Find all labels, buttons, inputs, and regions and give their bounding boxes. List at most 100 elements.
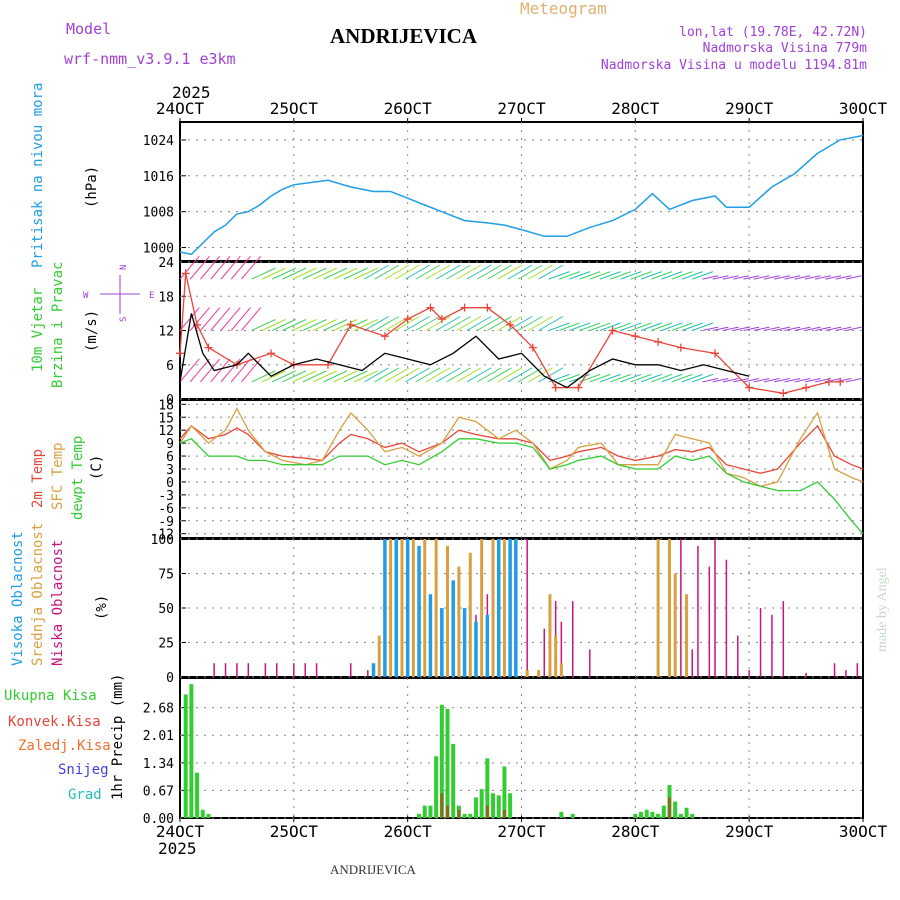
wind-arrow <box>405 316 430 331</box>
panel-frame <box>179 399 864 539</box>
wind-arrow <box>722 326 739 331</box>
wind-arrow <box>507 316 533 331</box>
wind-arrow <box>507 367 533 383</box>
wind-arrow <box>753 275 770 280</box>
wind-gust-line <box>179 273 841 394</box>
bottom-date-label: 25OCT <box>270 822 319 841</box>
compass-west: W <box>83 291 89 301</box>
wind-arrow <box>415 264 441 280</box>
bottom-date-label: 30OCT <box>839 822 888 841</box>
cloud-low-bar <box>264 663 267 677</box>
cloud-low-bar <box>315 663 318 677</box>
y-tick-label: 0 <box>166 671 174 686</box>
pressure-unit: (hPa) <box>84 166 100 208</box>
wind-arrow <box>517 316 543 331</box>
precip-total-bar <box>633 813 638 818</box>
y-tick-label: 18 <box>158 398 174 413</box>
wind-arrow <box>374 264 400 280</box>
wind-arrow <box>415 316 441 331</box>
wind-arrow <box>312 319 337 331</box>
meteogram-label: Meteogram <box>520 0 607 18</box>
precip-convective-bar <box>502 809 506 818</box>
cloud-low-bar <box>236 663 238 677</box>
wind-arrow <box>353 267 378 280</box>
wind-arrow <box>743 378 760 383</box>
wind-arrow <box>435 316 461 331</box>
wind-arrow <box>241 255 262 280</box>
wind-arrow <box>538 264 564 280</box>
precip-total-bar <box>684 807 689 818</box>
wind-arrow <box>538 316 564 331</box>
precip-total-bar <box>462 813 467 818</box>
cloud-low-bar <box>714 539 716 677</box>
y-tick-label: 0 <box>166 476 174 491</box>
panel-frame <box>179 677 864 819</box>
cloud-low-bar <box>276 663 278 677</box>
wind-arrow <box>692 271 714 280</box>
cloud-mid-bar <box>491 539 495 677</box>
cloud-low-bar <box>833 663 836 677</box>
wind-arrow <box>784 275 801 280</box>
y-tick-label: -9 <box>158 515 174 530</box>
precip-total-bar <box>508 793 513 818</box>
cloud-low-bar <box>350 663 352 677</box>
wind-arrow <box>353 319 378 331</box>
wind-arrow <box>251 319 276 331</box>
temp-dewpt-label: dewpt Temp <box>70 436 86 520</box>
precip-total-bar <box>491 793 496 818</box>
wind-arrow <box>343 267 368 280</box>
wind-arrow <box>251 370 276 383</box>
precip-frz-label: Zaledj.Kisa <box>18 738 111 754</box>
wind-title-bottom: Brzina i Pravac <box>50 262 66 388</box>
cloud-mid-bar <box>434 539 438 677</box>
y-tick-label: 50 <box>158 602 174 617</box>
wind-arrow <box>528 264 553 280</box>
cloud-high-bar <box>394 539 399 677</box>
wind-arrow <box>446 264 471 280</box>
wind-gust-marker <box>176 349 184 358</box>
wind-compass: W E N S <box>83 265 154 322</box>
precip-total-bar <box>183 694 188 818</box>
precip-total-bar <box>434 756 439 818</box>
wind-arrow <box>292 267 317 280</box>
precip-convective-bar <box>457 809 461 818</box>
wind-arrow <box>733 326 749 331</box>
wind-arrow <box>681 271 703 280</box>
cloud-high-bar <box>474 621 478 677</box>
wind-arrow <box>323 319 348 331</box>
precip-total-bar <box>445 708 450 818</box>
wind-arrow <box>200 307 221 331</box>
wind-arrow <box>743 275 760 280</box>
wind-arrow <box>661 373 683 383</box>
cloud-low-bar <box>589 649 591 677</box>
cloud-low-bar <box>691 649 693 677</box>
cloud-mid-bar <box>656 539 660 677</box>
cloud-mid-bar <box>502 539 506 677</box>
wind-arrow <box>200 358 221 383</box>
model-label: Model <box>66 20 111 38</box>
wind-arrow <box>333 267 358 280</box>
panel-3 <box>179 399 864 539</box>
wind-arrow <box>435 264 461 280</box>
wind-gust-marker <box>403 315 412 324</box>
cloud-low-bar <box>771 614 773 677</box>
precip-convective-bar <box>446 805 450 818</box>
top-date-label: 25OCT <box>270 99 319 118</box>
y-tick-label: 0 <box>166 393 174 408</box>
wind-arrow <box>343 370 368 383</box>
wind-arrow <box>845 326 862 331</box>
wind-gust-marker <box>528 343 537 352</box>
wind-arrow <box>487 367 512 383</box>
cloud-low-bar <box>782 601 785 677</box>
wind-arrow <box>763 378 780 383</box>
cloud-mid-bar <box>673 573 677 677</box>
wind-arrow <box>364 367 389 383</box>
wind-arrow <box>558 271 580 280</box>
cloud-low-bar <box>748 670 750 677</box>
wind-arrow <box>507 264 533 280</box>
wind-arrow <box>558 373 580 383</box>
precip-total-bar <box>206 813 211 818</box>
compass-south: S <box>119 317 129 322</box>
wind-arrow <box>456 367 482 383</box>
